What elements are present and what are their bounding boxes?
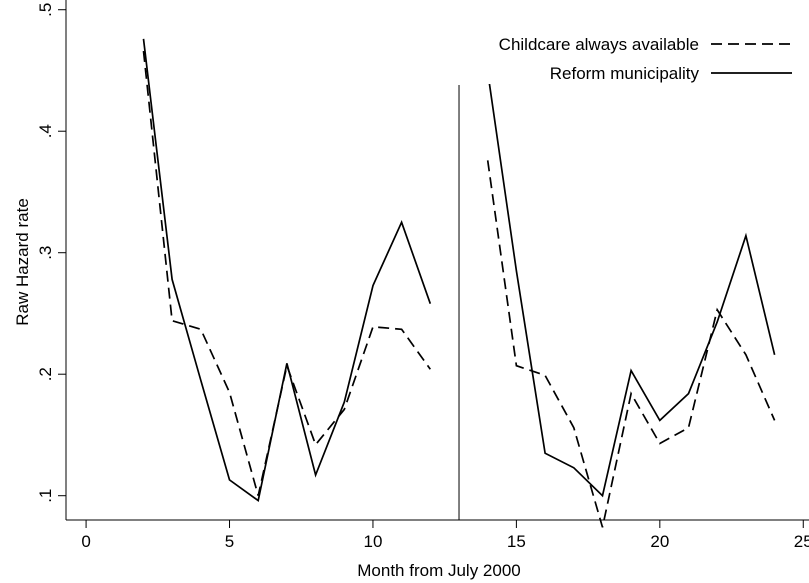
y-tick-label: .5 (36, 3, 55, 17)
x-tick-label: 0 (81, 532, 90, 551)
legend-label: Childcare always available (499, 35, 699, 54)
series-line (486, 71, 776, 498)
series-childcare-always-available (142, 50, 776, 528)
y-tick-label: .4 (36, 124, 55, 138)
y-axis-label: Raw Hazard rate (13, 198, 32, 326)
y-tick-label: .3 (36, 246, 55, 260)
legend: Childcare always available Reform municip… (452, 18, 809, 84)
y-tick-label: .2 (36, 367, 55, 381)
series-line (142, 38, 432, 503)
y-tick-label: .1 (36, 489, 55, 503)
x-tick-label: 25 (794, 532, 809, 551)
x-axis-label: Month from July 2000 (357, 561, 520, 580)
x-tick-label: 10 (363, 532, 382, 551)
series-line (142, 50, 431, 496)
series-line (486, 160, 776, 528)
series-reform-municipality (142, 38, 776, 503)
legend-label: Reform municipality (550, 64, 700, 83)
axes: 0 5 10 15 20 25 .1 .2 .3 .4 .5 (36, 0, 809, 551)
x-tick-label: 20 (650, 532, 669, 551)
x-tick-label: 5 (225, 532, 234, 551)
x-tick-label: 15 (507, 532, 526, 551)
plot-area (142, 38, 776, 528)
